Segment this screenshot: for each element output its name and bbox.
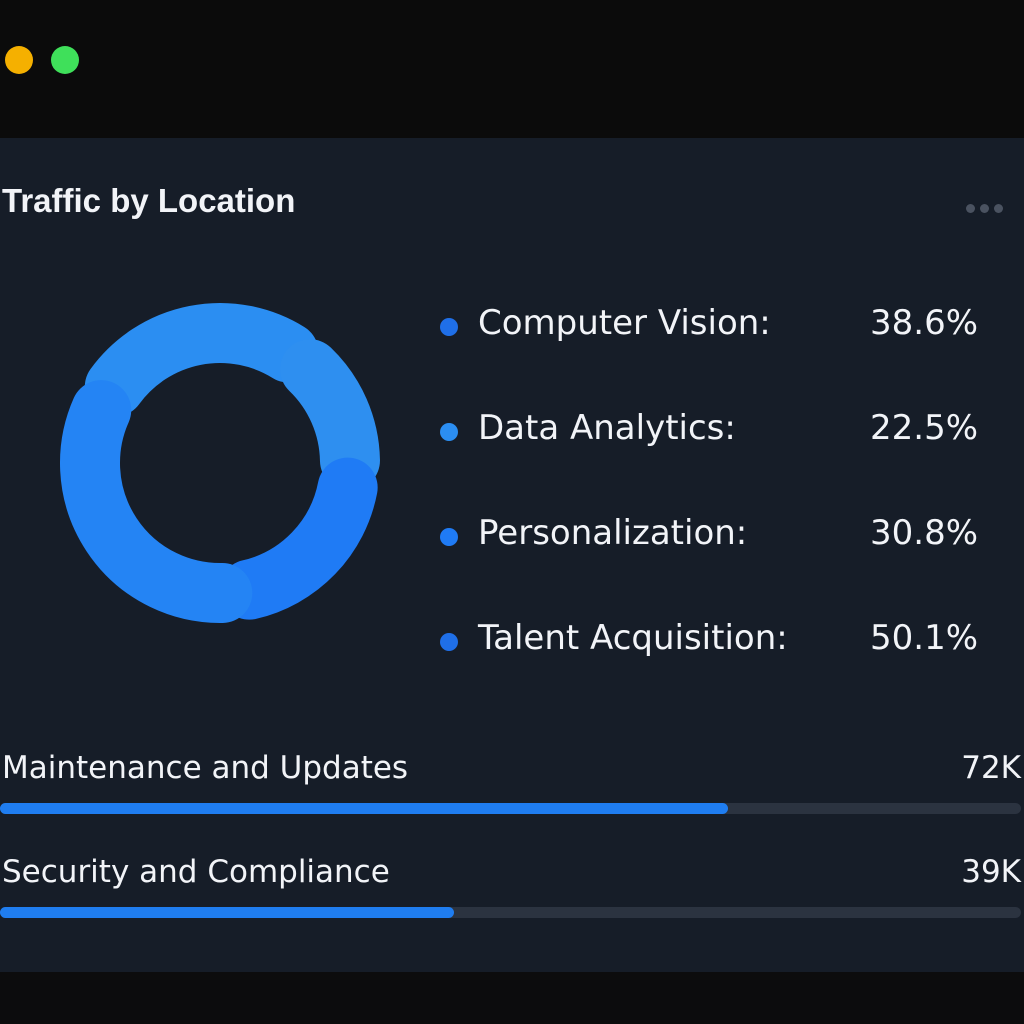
chart-legend: Computer Vision: 38.6% Data Analytics: 22.5… — [438, 303, 998, 723]
legend-label: Data Analytics: — [478, 408, 736, 448]
legend-dot-icon — [440, 528, 458, 546]
minimize-button[interactable] — [5, 46, 33, 74]
legend-dot-icon — [440, 633, 458, 651]
legend-value: 22.5% — [870, 408, 979, 448]
donut-segment-computer-vision — [84, 303, 319, 417]
traffic-card: Traffic by Location Computer Vision: 38.6… — [0, 138, 1024, 972]
legend-value: 50.1% — [870, 618, 979, 658]
donut-chart — [60, 303, 380, 623]
progress-label: Maintenance and Updates — [2, 750, 409, 786]
window-titlebar — [0, 0, 1024, 138]
progress-fill — [0, 803, 728, 814]
legend-item: Computer Vision: 38.6% — [438, 303, 998, 408]
legend-label: Personalization: — [478, 513, 748, 553]
ellipsis-icon[interactable] — [966, 204, 1003, 213]
legend-item: Personalization: 30.8% — [438, 513, 998, 618]
progress-label: Security and Compliance — [2, 854, 390, 890]
legend-value: 38.6% — [870, 303, 979, 343]
bottom-bar — [0, 972, 1024, 1024]
card-title: Traffic by Location — [2, 182, 296, 219]
progress-fill — [0, 907, 455, 918]
progress-track — [0, 907, 1021, 918]
progress-value: 72K — [961, 750, 1021, 786]
legend-label: Talent Acquisition: — [478, 618, 788, 658]
legend-item: Talent Acquisition: 50.1% — [438, 618, 998, 723]
legend-value: 30.8% — [870, 513, 979, 553]
progress-value: 39K — [961, 854, 1021, 890]
legend-item: Data Analytics: 22.5% — [438, 408, 998, 513]
legend-dot-icon — [440, 318, 458, 336]
donut-segment-talent-acquisition — [60, 380, 253, 623]
donut-segment-data-analytics — [280, 339, 380, 491]
legend-dot-icon — [440, 423, 458, 441]
legend-label: Computer Vision: — [478, 303, 771, 343]
donut-segment-personalization — [219, 457, 378, 620]
progress-track — [0, 803, 1021, 814]
maximize-button[interactable] — [51, 46, 79, 74]
